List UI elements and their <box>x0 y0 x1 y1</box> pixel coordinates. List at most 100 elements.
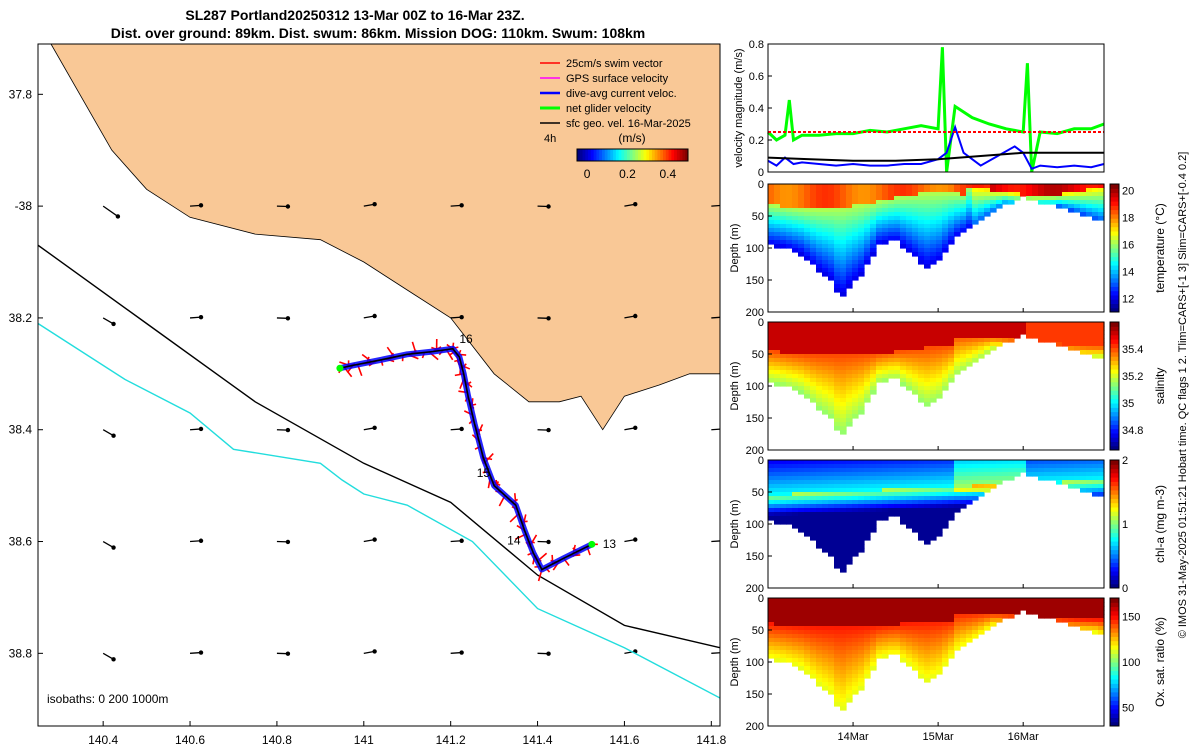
section-cell <box>792 484 799 489</box>
section-cell <box>936 346 943 351</box>
section-cell <box>1092 492 1099 497</box>
section-cell <box>918 248 925 253</box>
section-cell <box>858 654 865 659</box>
section-cell <box>888 598 895 603</box>
section-colorbar-tick-label: 12 <box>1122 294 1134 306</box>
section-cell <box>846 362 853 367</box>
section-cell <box>948 192 955 197</box>
section-colorbar-cell <box>1110 691 1119 697</box>
section-cell <box>798 634 805 639</box>
section-cell <box>774 228 781 233</box>
section-cell <box>1098 480 1105 485</box>
section-cell <box>948 374 955 379</box>
section-cell <box>822 240 829 245</box>
section-cell <box>864 390 871 395</box>
sfc-vector-arrow <box>624 202 638 207</box>
section-cell <box>840 240 847 245</box>
section-cell <box>798 638 805 643</box>
section-cell <box>882 228 889 233</box>
section-cell <box>864 244 871 249</box>
section-cell <box>834 228 841 233</box>
section-cell <box>930 350 937 355</box>
section-cell <box>1068 472 1075 477</box>
section-cell <box>1092 346 1099 351</box>
section-cell <box>942 188 949 193</box>
section-colorbar-cell <box>1110 498 1119 504</box>
section-cell <box>852 528 859 533</box>
section-cell <box>936 642 943 647</box>
section-cell <box>894 492 901 497</box>
colorbar-cell <box>624 149 628 161</box>
section-cell <box>1008 472 1015 477</box>
section-cell <box>1038 602 1045 607</box>
section-cell <box>786 236 793 241</box>
section-cell <box>864 524 871 529</box>
section-cell <box>810 350 817 355</box>
section-cell <box>936 666 943 671</box>
section-cell <box>918 212 925 217</box>
section-cell <box>900 342 907 347</box>
section-cell <box>906 244 913 249</box>
section-cell <box>1038 196 1045 201</box>
section-cell <box>1086 468 1093 473</box>
section-cell <box>906 626 913 631</box>
section-cell <box>828 216 835 221</box>
sfc-vector-arrow <box>537 316 551 321</box>
section-cell <box>912 386 919 391</box>
section-cell <box>834 410 841 415</box>
section-cell <box>822 200 829 205</box>
section-cell <box>780 634 787 639</box>
section-cell <box>1056 200 1063 205</box>
section-cell <box>852 272 859 277</box>
section-cell <box>834 548 841 553</box>
colorbar-cell <box>593 149 597 161</box>
section-cell <box>822 322 829 327</box>
section-cell <box>888 610 895 615</box>
section-cell <box>852 520 859 525</box>
section-cell <box>930 244 937 249</box>
colorbar-cell <box>665 149 670 161</box>
section-cell <box>906 346 913 351</box>
legend-sfc-label: sfc geo. vel. 16-Mar-2025 <box>566 118 691 130</box>
section-cell <box>936 204 943 209</box>
section-cell <box>804 346 811 351</box>
section-cell <box>1050 184 1057 189</box>
section-y-tick-label: 200 <box>746 445 764 457</box>
section-cell <box>1038 476 1045 481</box>
section-cell <box>810 614 817 619</box>
section-cell <box>948 362 955 367</box>
colorbar-cell <box>615 149 620 161</box>
section-cell <box>984 488 991 493</box>
section-cell <box>936 630 943 635</box>
section-cell <box>948 480 955 485</box>
section-cell <box>1002 606 1009 611</box>
section-cell <box>1068 196 1075 201</box>
section-cell <box>780 366 787 371</box>
section-cell <box>960 184 967 189</box>
section-cell <box>900 614 907 619</box>
section-cell <box>798 192 805 197</box>
section-cell <box>882 354 889 359</box>
section-cell <box>816 402 823 407</box>
section-cell <box>852 204 859 209</box>
section-cell <box>954 366 961 371</box>
section-cell <box>858 524 865 529</box>
section-cell <box>918 630 925 635</box>
section-cell <box>1050 606 1057 611</box>
section-cell <box>810 322 817 327</box>
section-cell <box>942 382 949 387</box>
section-cell <box>864 232 871 237</box>
section-cell <box>834 528 841 533</box>
section-cell <box>918 460 925 465</box>
section-cell <box>1002 188 1009 193</box>
section-cell <box>918 346 925 351</box>
section-cell <box>840 544 847 549</box>
section-cell <box>1002 468 1009 473</box>
section-y-tick-label: 50 <box>752 211 764 223</box>
section-colorbar-tick-label: 34.8 <box>1122 425 1143 437</box>
colorbar-cell <box>618 149 622 161</box>
section-cell <box>792 338 799 343</box>
section-cell <box>984 480 991 485</box>
